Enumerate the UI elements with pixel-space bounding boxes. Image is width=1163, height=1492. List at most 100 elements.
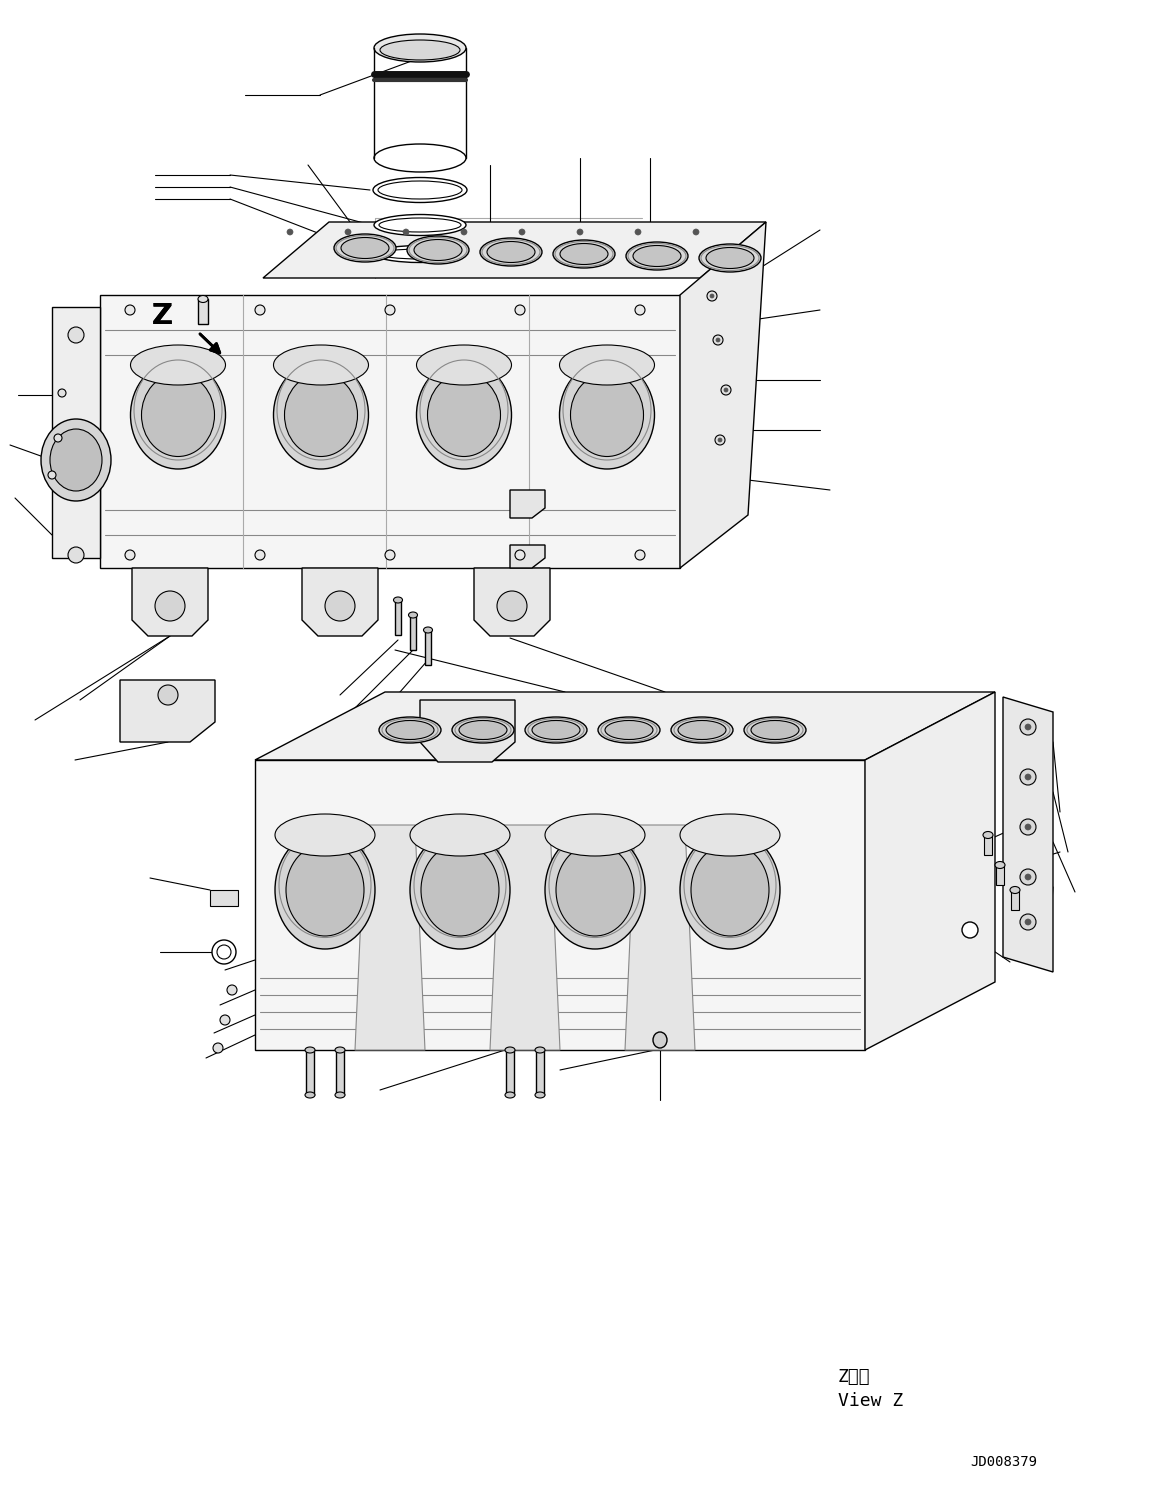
Text: Z: Z: [151, 301, 172, 330]
Ellipse shape: [411, 831, 511, 949]
Ellipse shape: [130, 361, 226, 468]
Polygon shape: [52, 307, 100, 558]
Circle shape: [461, 228, 468, 236]
Ellipse shape: [380, 249, 461, 260]
Circle shape: [67, 327, 84, 343]
Ellipse shape: [423, 627, 433, 633]
Ellipse shape: [680, 831, 780, 949]
Polygon shape: [680, 222, 766, 568]
Ellipse shape: [571, 373, 643, 457]
Polygon shape: [475, 568, 550, 636]
Ellipse shape: [393, 597, 402, 603]
Text: Z: Z: [151, 301, 172, 330]
Ellipse shape: [274, 815, 374, 856]
Circle shape: [721, 385, 732, 395]
Ellipse shape: [505, 1092, 515, 1098]
Circle shape: [404, 228, 409, 236]
Polygon shape: [263, 222, 766, 278]
Ellipse shape: [996, 861, 1005, 868]
Ellipse shape: [41, 419, 110, 501]
Ellipse shape: [414, 240, 462, 261]
Ellipse shape: [626, 242, 688, 270]
Circle shape: [255, 304, 265, 315]
Circle shape: [725, 388, 728, 392]
Polygon shape: [420, 700, 515, 762]
Ellipse shape: [408, 612, 418, 618]
Circle shape: [635, 551, 645, 560]
Ellipse shape: [1009, 886, 1020, 894]
Ellipse shape: [983, 831, 993, 839]
Ellipse shape: [373, 178, 468, 203]
Circle shape: [217, 944, 231, 959]
Polygon shape: [511, 489, 545, 518]
Circle shape: [220, 1015, 230, 1025]
Polygon shape: [131, 568, 208, 636]
Ellipse shape: [545, 831, 645, 949]
Ellipse shape: [598, 718, 659, 743]
Ellipse shape: [374, 215, 466, 236]
Circle shape: [1025, 824, 1032, 830]
Ellipse shape: [285, 373, 357, 457]
Circle shape: [324, 591, 355, 621]
Ellipse shape: [452, 718, 514, 743]
Bar: [424, 630, 431, 665]
Ellipse shape: [691, 844, 769, 935]
Ellipse shape: [130, 345, 226, 385]
Bar: [198, 298, 208, 324]
Ellipse shape: [142, 373, 214, 457]
Circle shape: [124, 304, 135, 315]
Circle shape: [1020, 719, 1036, 736]
Circle shape: [519, 228, 525, 236]
Ellipse shape: [671, 718, 733, 743]
Ellipse shape: [505, 1047, 515, 1053]
Ellipse shape: [416, 345, 512, 385]
Circle shape: [709, 294, 714, 298]
Circle shape: [718, 439, 722, 442]
Circle shape: [515, 551, 525, 560]
Ellipse shape: [605, 721, 652, 740]
Ellipse shape: [680, 815, 780, 856]
Circle shape: [707, 291, 718, 301]
Bar: [506, 1050, 514, 1095]
Circle shape: [155, 591, 185, 621]
Bar: [306, 1050, 314, 1095]
Circle shape: [1025, 724, 1032, 730]
Bar: [536, 1050, 544, 1095]
Polygon shape: [511, 545, 545, 568]
Ellipse shape: [335, 1047, 345, 1053]
Polygon shape: [255, 759, 865, 1050]
Ellipse shape: [421, 844, 499, 935]
Circle shape: [67, 548, 84, 562]
Bar: [336, 1050, 344, 1095]
Ellipse shape: [407, 236, 469, 264]
Ellipse shape: [535, 1047, 545, 1053]
Circle shape: [497, 591, 527, 621]
Ellipse shape: [459, 721, 507, 740]
Bar: [984, 836, 992, 855]
Ellipse shape: [699, 245, 761, 272]
Circle shape: [715, 436, 725, 445]
Ellipse shape: [552, 240, 615, 269]
Circle shape: [1025, 774, 1032, 780]
Circle shape: [635, 228, 641, 236]
Ellipse shape: [545, 815, 645, 856]
Polygon shape: [355, 825, 424, 1050]
Polygon shape: [625, 825, 695, 1050]
Circle shape: [287, 228, 293, 236]
Circle shape: [713, 336, 723, 345]
Ellipse shape: [305, 1092, 315, 1098]
Ellipse shape: [386, 721, 434, 740]
Ellipse shape: [416, 361, 512, 468]
Ellipse shape: [561, 243, 608, 264]
Circle shape: [158, 685, 178, 706]
Ellipse shape: [274, 831, 374, 949]
Ellipse shape: [633, 246, 682, 267]
Circle shape: [385, 551, 395, 560]
Ellipse shape: [374, 34, 466, 63]
Ellipse shape: [556, 844, 634, 935]
Ellipse shape: [531, 721, 580, 740]
Circle shape: [124, 551, 135, 560]
Circle shape: [1020, 915, 1036, 930]
Circle shape: [1020, 768, 1036, 785]
Circle shape: [577, 228, 583, 236]
